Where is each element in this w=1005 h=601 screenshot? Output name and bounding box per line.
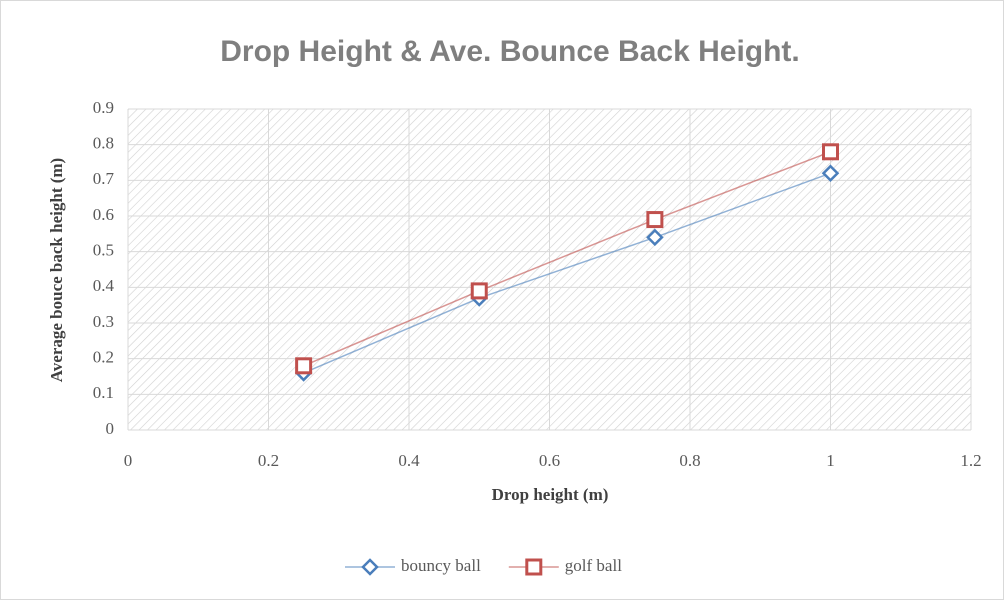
y-tick-label: 0.1	[93, 383, 114, 402]
x-tick-label: 1	[826, 451, 835, 470]
x-tick-label: 0.4	[398, 451, 420, 470]
legend-label: golf ball	[565, 556, 622, 575]
series-line	[303, 172, 831, 374]
marker	[470, 282, 488, 300]
marker	[822, 143, 839, 161]
y-tick-label: 0.3	[93, 312, 114, 331]
y-tick-label: 0.8	[93, 134, 114, 153]
marker	[646, 211, 664, 229]
x-tick-label: 1.2	[960, 451, 981, 470]
marker	[361, 558, 379, 576]
marker	[821, 164, 840, 182]
y-axis-title: Average bouce back height (m)	[47, 158, 66, 382]
chart-title: Drop Height & Ave. Bounce Back Height.	[220, 35, 800, 68]
y-tick-label: 0.7	[93, 169, 115, 188]
y-tick-label: 0.6	[93, 205, 114, 224]
y-tick-label: 0.5	[93, 241, 114, 260]
marker	[646, 228, 664, 247]
legend-label: bouncy ball	[401, 556, 481, 575]
x-tick-label: 0.6	[539, 451, 560, 470]
y-tick-label: 0.2	[93, 348, 114, 367]
series-line	[303, 151, 831, 367]
x-tick-label: 0	[124, 451, 133, 470]
y-tick-label: 0.9	[93, 98, 114, 117]
marker	[525, 558, 543, 576]
x-axis-title: Drop height (m)	[492, 485, 609, 504]
y-tick-label: 0.4	[93, 276, 115, 295]
marker	[295, 357, 313, 375]
x-tick-label: 0.8	[679, 451, 700, 470]
y-tick-label: 0	[106, 419, 115, 438]
x-tick-label: 0.2	[258, 451, 279, 470]
